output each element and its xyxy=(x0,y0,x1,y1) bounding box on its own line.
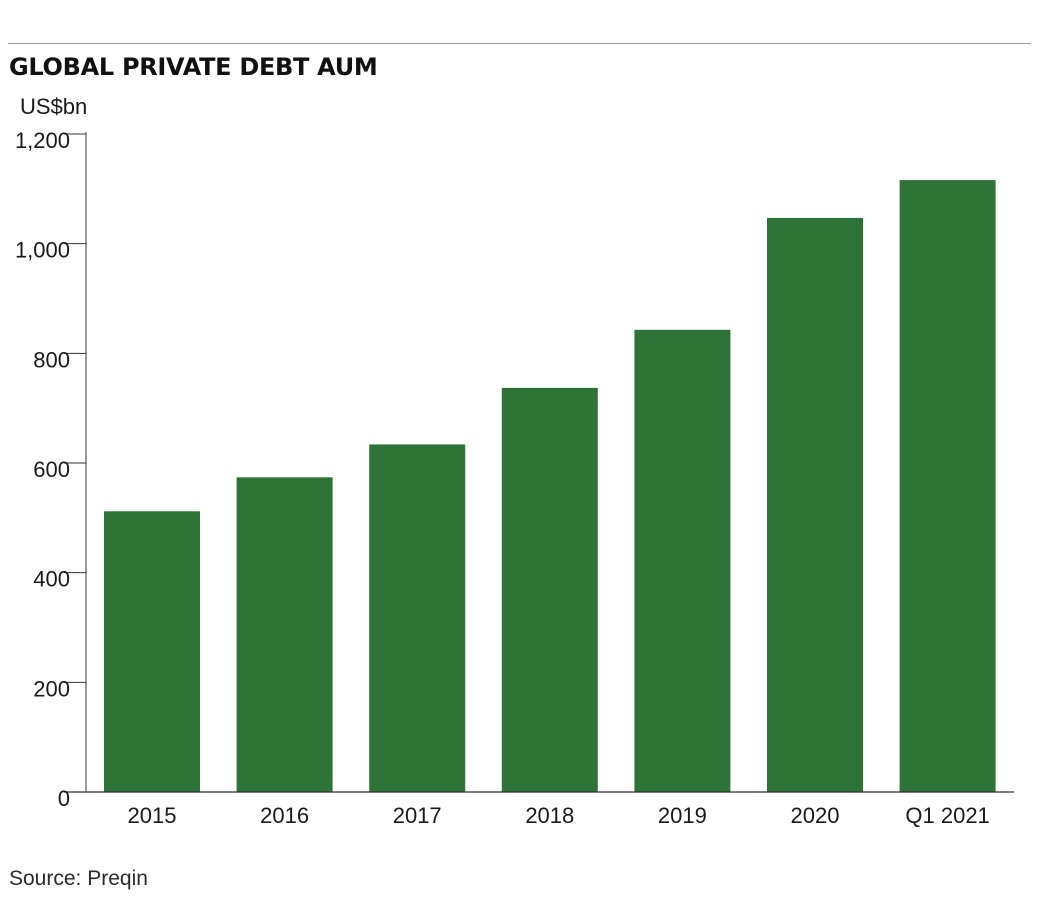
x-tick-label: 2018 xyxy=(525,803,574,828)
y-tick-label: 1,000 xyxy=(15,238,70,263)
bar-2020 xyxy=(767,217,863,792)
bar-2019 xyxy=(634,329,731,792)
bar-2017 xyxy=(369,444,466,792)
y-tick-label: 600 xyxy=(33,457,70,482)
x-tick-label: 2015 xyxy=(128,803,177,828)
y-tick-label: 1,200 xyxy=(15,128,70,153)
chart-title: GLOBAL PRIVATE DEBT AUM xyxy=(9,53,378,81)
y-tick-label: 800 xyxy=(33,347,70,372)
x-tick-label: 2017 xyxy=(393,803,442,828)
x-tick-label: 2019 xyxy=(658,803,707,828)
bar-2018 xyxy=(501,387,598,792)
top-rule xyxy=(8,43,1031,44)
y-tick-label: 0 xyxy=(58,786,70,811)
y-tick-label: 200 xyxy=(33,676,70,701)
source-note: Source: Preqin xyxy=(9,867,148,890)
y-axis-unit-label: US$bn xyxy=(20,94,88,119)
bar-q1-2021 xyxy=(899,180,996,793)
bar-2015 xyxy=(104,511,200,792)
x-tick-label: Q1 2021 xyxy=(905,803,989,828)
bar-2016 xyxy=(236,477,333,792)
x-tick-label: 2020 xyxy=(791,803,840,828)
y-tick-label: 400 xyxy=(33,567,70,592)
x-tick-label: 2016 xyxy=(260,803,309,828)
